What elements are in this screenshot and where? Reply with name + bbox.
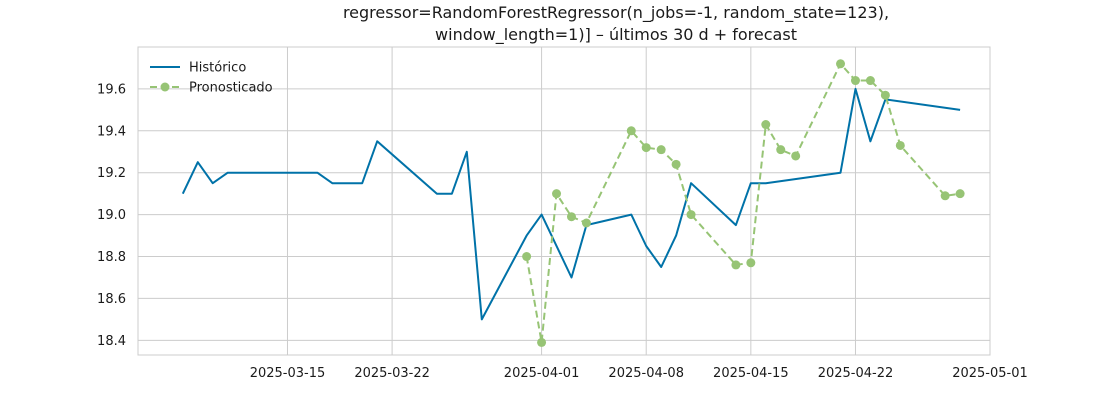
y-tick-label: 19.2: [97, 166, 126, 181]
data-point: [865, 76, 875, 86]
series-line-historico: [181, 87, 961, 321]
y-tick-label: 19.6: [97, 82, 126, 97]
data-point: [671, 159, 681, 169]
legend-marker: [160, 82, 170, 92]
axis-labels: 18.4 18.6 18.8 19.0 19.2 19.4 19.6 2025-03-15 20…: [97, 82, 1028, 381]
data-point: [761, 120, 771, 130]
data-point: [522, 252, 532, 262]
data-point: [776, 145, 786, 155]
title-line-1: regressor=RandomForestRegressor(n_jobs=-…: [343, 3, 889, 23]
legend: Histórico Pronosticado: [150, 61, 273, 96]
data-point: [746, 258, 756, 268]
data-point: [731, 260, 741, 270]
x-tick-label: 2025-05-01: [952, 366, 1028, 381]
data-point: [641, 143, 651, 153]
x-tick-label: 2025-04-01: [504, 366, 580, 381]
title-line-2: window_length=1)] – últimos 30 d + forec…: [435, 25, 797, 45]
data-point: [791, 151, 801, 161]
data-point: [940, 191, 950, 201]
y-tick-label: 19.0: [97, 208, 126, 223]
data-point: [895, 140, 905, 150]
data-point: [656, 145, 666, 155]
y-tick-label: 18.6: [97, 292, 126, 307]
x-tick-label: 2025-04-22: [818, 366, 894, 381]
y-tick-label: 18.8: [97, 250, 126, 265]
data-point: [537, 337, 547, 347]
y-tick-label: 18.4: [97, 334, 126, 349]
plot-area: [137, 46, 991, 356]
data-point: [880, 90, 890, 100]
data-point: [850, 76, 860, 86]
data-point: [626, 126, 636, 136]
chart-title: regressor=RandomForestRegressor(n_jobs=-…: [343, 3, 889, 45]
y-tick-label: 19.4: [97, 124, 126, 139]
legend-label: Histórico: [189, 61, 246, 76]
x-tick-label: 2025-03-15: [250, 366, 326, 381]
x-tick-label: 2025-03-22: [354, 366, 430, 381]
legend-label: Pronosticado: [189, 81, 273, 96]
x-tick-label: 2025-04-08: [608, 366, 684, 381]
data-point: [581, 218, 591, 228]
series-layer: [181, 59, 965, 347]
data-point: [552, 189, 562, 199]
data-point: [686, 210, 696, 220]
data-point: [955, 189, 965, 199]
data-point: [566, 212, 576, 222]
data-point: [836, 59, 846, 69]
x-tick-label: 2025-04-15: [713, 366, 789, 381]
